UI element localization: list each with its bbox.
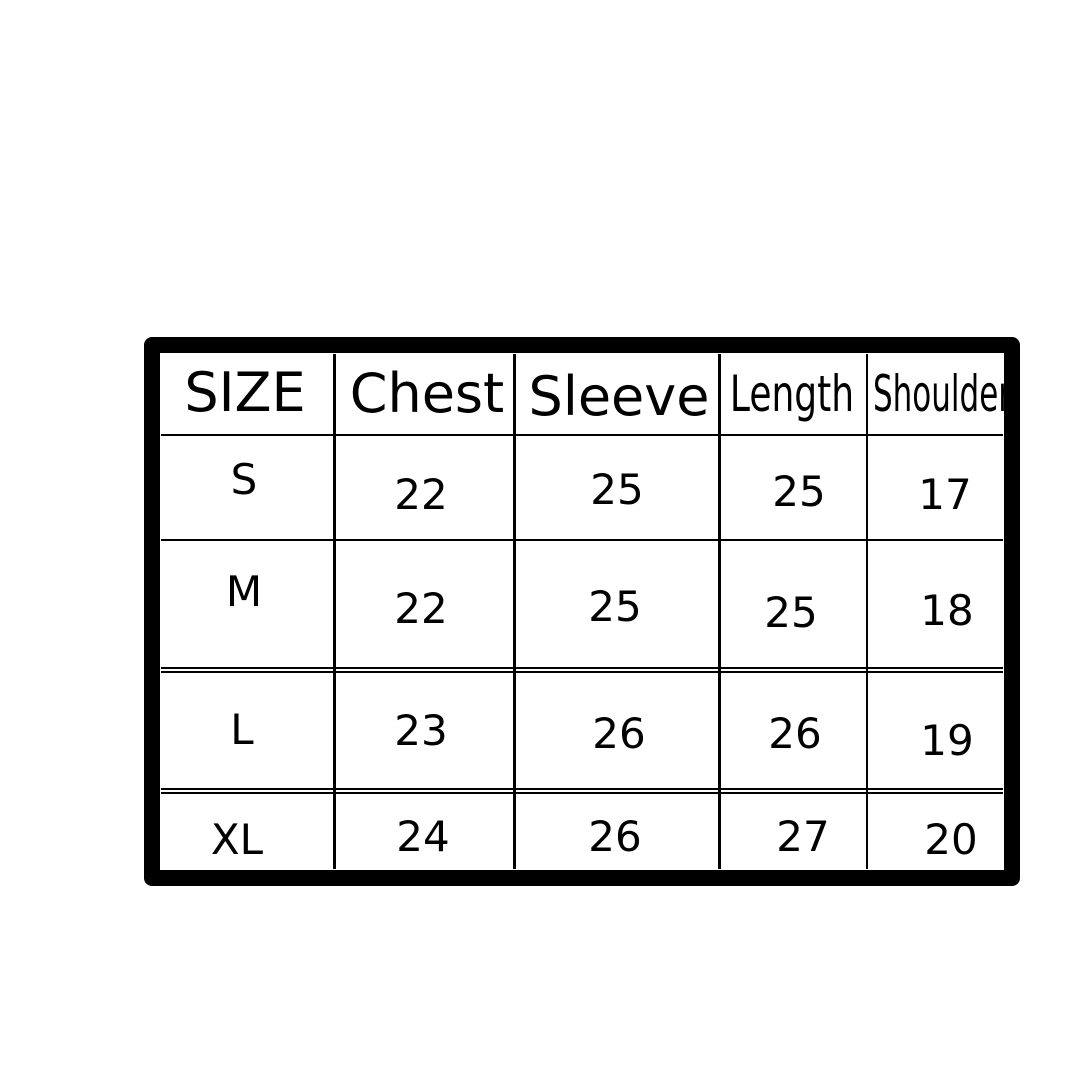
row-divider xyxy=(161,788,1003,790)
row-divider xyxy=(161,539,1003,541)
row-divider xyxy=(161,792,1003,794)
row-divider xyxy=(161,434,1003,436)
header-sleeve: Sleeve xyxy=(528,365,710,428)
cell-sleeve: 26 xyxy=(588,812,642,861)
cell-sleeve: 25 xyxy=(590,465,644,514)
column-divider xyxy=(718,354,721,869)
cell-length: 26 xyxy=(768,709,822,758)
cell-shoulder: 19 xyxy=(920,716,974,765)
header-chest: Chest xyxy=(349,362,505,425)
cell-chest: 22 xyxy=(394,470,448,519)
cell-size: L xyxy=(230,705,254,754)
column-divider xyxy=(513,354,516,869)
header-shoulder: Shoulder xyxy=(872,365,1012,423)
cell-chest: 24 xyxy=(396,812,450,861)
cell-length: 27 xyxy=(776,812,830,861)
cell-size: M xyxy=(225,567,263,616)
cell-shoulder: 17 xyxy=(918,470,972,519)
size-chart-border xyxy=(144,337,1020,886)
cell-chest: 22 xyxy=(394,584,448,633)
cell-size: XL xyxy=(210,815,264,864)
cell-chest: 23 xyxy=(394,706,448,755)
cell-sleeve: 26 xyxy=(592,709,646,758)
cell-shoulder: 20 xyxy=(924,815,978,864)
cell-shoulder: 18 xyxy=(920,586,974,635)
cell-size: S xyxy=(230,455,258,504)
column-divider xyxy=(333,354,336,869)
header-length: Length xyxy=(729,365,855,423)
cell-length: 25 xyxy=(772,467,826,516)
column-divider xyxy=(866,354,868,869)
header-size: SIZE xyxy=(184,361,306,424)
row-divider xyxy=(161,671,1003,673)
cell-sleeve: 25 xyxy=(588,582,642,631)
row-divider xyxy=(161,667,1003,669)
cell-length: 25 xyxy=(764,588,818,637)
